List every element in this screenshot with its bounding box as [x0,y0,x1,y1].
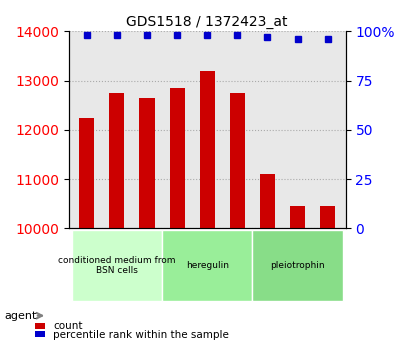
FancyBboxPatch shape [72,230,162,301]
Bar [259,174,274,228]
Bar [139,98,154,228]
Text: heregulin: heregulin [185,261,228,270]
Bar [199,71,214,228]
Text: percentile rank within the sample: percentile rank within the sample [53,330,229,339]
Bar [319,206,335,228]
Bar [109,93,124,228]
Text: pleiotrophin: pleiotrophin [270,261,324,270]
Text: count: count [53,321,83,331]
Bar [169,88,184,228]
Bar [289,206,304,228]
Title: GDS1518 / 1372423_at: GDS1518 / 1372423_at [126,15,287,29]
Text: agent: agent [4,311,36,321]
FancyBboxPatch shape [162,230,252,301]
FancyBboxPatch shape [252,230,342,301]
Bar [79,118,94,228]
Text: conditioned medium from
BSN cells: conditioned medium from BSN cells [58,256,175,275]
Bar [229,93,244,228]
